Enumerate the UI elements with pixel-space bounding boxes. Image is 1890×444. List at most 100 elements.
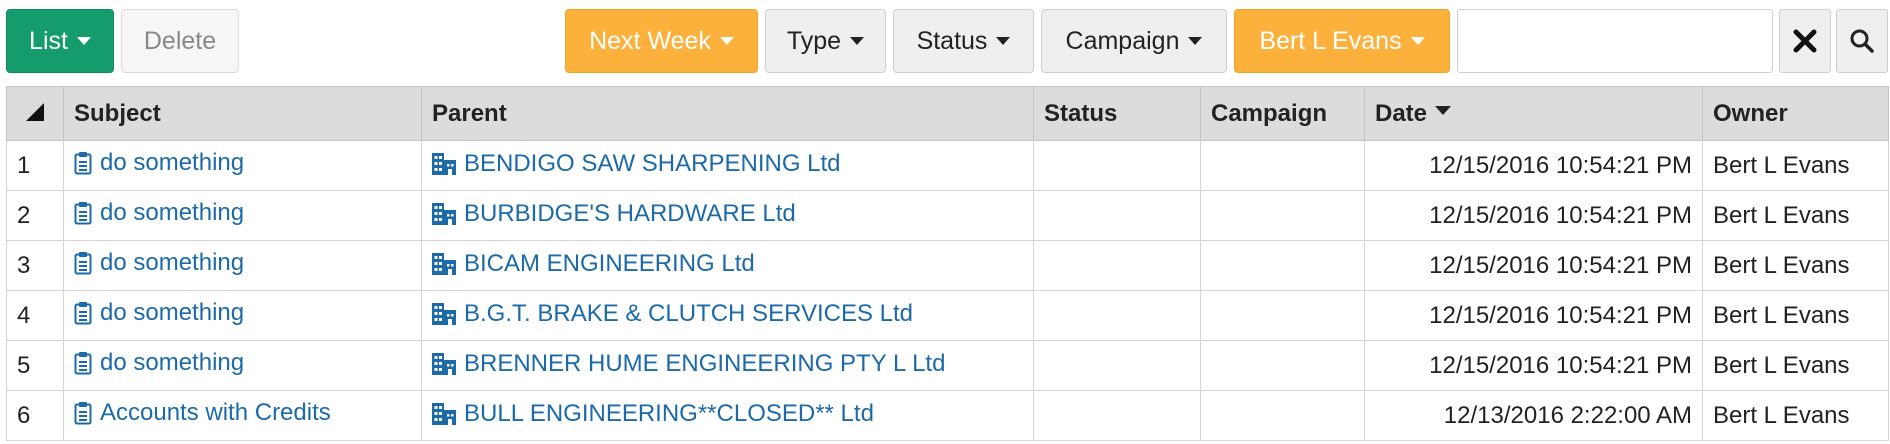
row-number: 6	[6, 390, 64, 441]
row-selector-header[interactable]	[6, 86, 64, 141]
subject-cell: do something	[63, 240, 422, 291]
owner-filter-label: Bert L Evans	[1259, 26, 1402, 55]
clipboard-icon	[74, 252, 92, 275]
clipboard-icon	[74, 152, 92, 175]
parent-cell: BULL ENGINEERING**CLOSED** Ltd	[421, 390, 1034, 441]
subject-link[interactable]: do something	[74, 199, 244, 227]
parent-link[interactable]: BURBIDGE'S HARDWARE Ltd	[432, 200, 796, 228]
campaign-cell	[1200, 390, 1365, 441]
clipboard-icon	[74, 402, 92, 425]
date-filter-dropdown[interactable]: Next Week	[565, 9, 758, 73]
table-row[interactable]: 5 do something	[6, 340, 1889, 391]
owner-cell: Bert L Evans	[1702, 240, 1889, 291]
row-number: 5	[6, 340, 64, 391]
search-button[interactable]	[1836, 9, 1888, 73]
status-cell	[1033, 240, 1201, 291]
toolbar: List Delete Next Week Type Status Campai…	[0, 0, 1890, 86]
date-cell: 12/15/2016 10:54:21 PM	[1364, 290, 1703, 341]
table-body: 1 do something	[6, 140, 1889, 441]
search-input[interactable]	[1457, 9, 1773, 73]
list-view-dropdown[interactable]: List	[6, 9, 114, 73]
date-filter-label: Next Week	[589, 26, 711, 55]
parent-link[interactable]: BULL ENGINEERING**CLOSED** Ltd	[432, 400, 874, 428]
campaign-cell	[1200, 140, 1365, 191]
select-all-triangle-icon	[26, 102, 44, 121]
campaign-cell	[1200, 240, 1365, 291]
column-header-owner[interactable]: Owner	[1702, 86, 1889, 141]
subject-link[interactable]: do something	[74, 249, 244, 277]
parent-cell: BURBIDGE'S HARDWARE Ltd	[421, 190, 1034, 241]
parent-link[interactable]: B.G.T. BRAKE & CLUTCH SERVICES Ltd	[432, 300, 913, 328]
table-header-row: Subject Parent Status Campaign Date Owne…	[6, 86, 1889, 141]
table-row[interactable]: 4 do something	[6, 290, 1889, 341]
campaign-filter-label: Campaign	[1065, 26, 1180, 55]
column-header-subject[interactable]: Subject	[63, 86, 422, 141]
row-number: 4	[6, 290, 64, 341]
subject-cell: Accounts with Credits	[63, 390, 422, 441]
status-cell	[1033, 340, 1201, 391]
search-icon	[1850, 29, 1874, 53]
table-row[interactable]: 3 do something	[6, 240, 1889, 291]
chevron-down-icon	[76, 37, 91, 45]
delete-label: Delete	[143, 26, 217, 55]
chevron-down-icon	[1188, 37, 1203, 45]
column-header-date[interactable]: Date	[1364, 86, 1703, 141]
chevron-down-icon	[996, 37, 1011, 45]
owner-filter-dropdown[interactable]: Bert L Evans	[1234, 9, 1450, 73]
campaign-cell	[1200, 290, 1365, 341]
status-filter-label: Status	[916, 26, 988, 55]
row-number: 3	[6, 240, 64, 291]
column-header-campaign[interactable]: Campaign	[1200, 86, 1365, 141]
parent-cell: B.G.T. BRAKE & CLUTCH SERVICES Ltd	[421, 290, 1034, 341]
subject-cell: do something	[63, 140, 422, 191]
owner-cell: Bert L Evans	[1702, 340, 1889, 391]
subject-cell: do something	[63, 290, 422, 341]
subject-cell: do something	[63, 190, 422, 241]
table-row[interactable]: 1 do something	[6, 140, 1889, 191]
building-icon	[432, 302, 456, 325]
owner-cell: Bert L Evans	[1702, 140, 1889, 191]
chevron-down-icon	[1410, 37, 1425, 45]
clear-search-button[interactable]	[1779, 9, 1831, 73]
clipboard-icon	[74, 302, 92, 325]
list-view-label: List	[29, 26, 68, 55]
column-header-parent[interactable]: Parent	[421, 86, 1034, 141]
date-cell: 12/15/2016 10:54:21 PM	[1364, 140, 1703, 191]
activities-table: Subject Parent Status Campaign Date Owne…	[6, 86, 1889, 441]
table-row[interactable]: 6 Accounts with Credits	[6, 390, 1889, 441]
subject-link[interactable]: do something	[74, 349, 244, 377]
owner-cell: Bert L Evans	[1702, 290, 1889, 341]
clipboard-icon	[74, 202, 92, 225]
parent-cell: BENDIGO SAW SHARPENING Ltd	[421, 140, 1034, 191]
column-header-status[interactable]: Status	[1033, 86, 1201, 141]
subject-link[interactable]: Accounts with Credits	[74, 399, 331, 427]
building-icon	[432, 252, 456, 275]
chevron-down-icon	[850, 37, 865, 45]
sort-desc-icon	[1435, 105, 1452, 115]
status-cell	[1033, 140, 1201, 191]
subject-link[interactable]: do something	[74, 299, 244, 327]
parent-link[interactable]: BICAM ENGINEERING Ltd	[432, 250, 755, 278]
subject-link[interactable]: do something	[74, 149, 244, 177]
building-icon	[432, 152, 456, 175]
parent-link[interactable]: BRENNER HUME ENGINEERING PTY L Ltd	[432, 350, 945, 378]
date-cell: 12/15/2016 10:54:21 PM	[1364, 240, 1703, 291]
parent-cell: BRENNER HUME ENGINEERING PTY L Ltd	[421, 340, 1034, 391]
row-number: 2	[6, 190, 64, 241]
campaign-cell	[1200, 340, 1365, 391]
building-icon	[432, 402, 456, 425]
row-number: 1	[6, 140, 64, 191]
campaign-filter-dropdown[interactable]: Campaign	[1041, 9, 1227, 73]
type-filter-dropdown[interactable]: Type	[765, 9, 886, 73]
status-cell	[1033, 190, 1201, 241]
delete-button[interactable]: Delete	[121, 9, 239, 73]
date-cell: 12/13/2016 2:22:00 AM	[1364, 390, 1703, 441]
close-icon	[1793, 29, 1817, 53]
owner-cell: Bert L Evans	[1702, 190, 1889, 241]
building-icon	[432, 352, 456, 375]
status-filter-dropdown[interactable]: Status	[893, 9, 1034, 73]
status-cell	[1033, 290, 1201, 341]
owner-cell: Bert L Evans	[1702, 390, 1889, 441]
table-row[interactable]: 2 do something	[6, 190, 1889, 241]
parent-link[interactable]: BENDIGO SAW SHARPENING Ltd	[432, 150, 841, 178]
